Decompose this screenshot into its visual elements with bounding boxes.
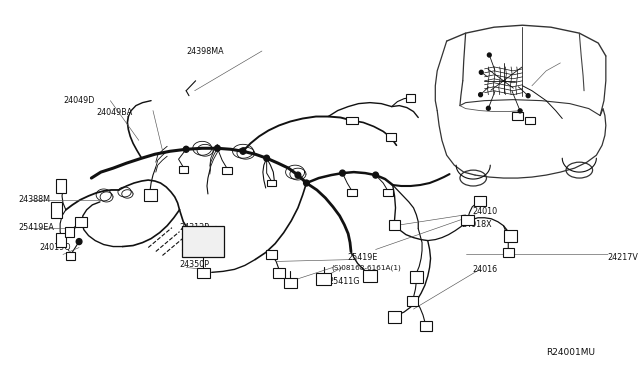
Bar	[383, 189, 393, 196]
Bar	[347, 189, 356, 196]
Bar	[410, 271, 423, 283]
Ellipse shape	[460, 170, 486, 186]
Circle shape	[340, 170, 346, 176]
Bar	[525, 117, 535, 124]
Text: 24019Q: 24019Q	[39, 243, 71, 252]
Bar	[316, 273, 331, 285]
Bar	[143, 189, 157, 201]
Circle shape	[518, 109, 522, 113]
Bar	[66, 253, 76, 260]
Bar	[267, 180, 276, 186]
Bar	[182, 226, 224, 257]
Bar	[284, 278, 297, 288]
Text: 24010: 24010	[472, 207, 497, 216]
Text: 24398MA: 24398MA	[186, 46, 224, 55]
Text: 24049D: 24049D	[63, 96, 94, 105]
Bar	[474, 196, 486, 206]
Text: R24001MU: R24001MU	[546, 348, 595, 357]
Bar	[179, 166, 188, 173]
Circle shape	[479, 70, 483, 74]
Bar	[389, 220, 400, 230]
Circle shape	[372, 172, 378, 178]
Circle shape	[295, 172, 301, 178]
Bar	[364, 270, 376, 282]
Bar	[196, 268, 210, 278]
Circle shape	[526, 94, 530, 98]
Text: 24388M: 24388M	[19, 195, 51, 204]
Bar	[51, 202, 62, 218]
Circle shape	[486, 106, 490, 110]
Circle shape	[488, 53, 492, 57]
Bar	[406, 94, 415, 102]
Text: 25411G: 25411G	[328, 277, 360, 286]
Text: 24217V: 24217V	[608, 253, 639, 262]
Bar	[76, 217, 86, 227]
Bar	[273, 268, 285, 278]
Bar	[56, 179, 66, 193]
Text: 24049BA: 24049BA	[96, 108, 132, 117]
Circle shape	[183, 146, 189, 152]
Circle shape	[303, 180, 309, 186]
Bar	[346, 116, 358, 125]
Bar	[512, 112, 524, 119]
Bar	[407, 296, 419, 306]
Text: 24350P: 24350P	[179, 260, 209, 269]
Bar	[388, 311, 401, 323]
Bar	[65, 227, 74, 237]
Bar	[266, 250, 277, 259]
Text: 24312P: 24312P	[179, 223, 209, 232]
Circle shape	[240, 148, 246, 154]
Bar	[461, 215, 474, 225]
Text: 25419E: 25419E	[347, 253, 378, 262]
Text: (S)08168-6161A(1): (S)08168-6161A(1)	[331, 264, 401, 271]
Bar	[504, 230, 516, 241]
Circle shape	[264, 155, 269, 161]
Bar	[502, 247, 514, 257]
Text: 24016: 24016	[472, 265, 497, 274]
Circle shape	[214, 145, 220, 151]
Bar	[386, 134, 396, 141]
Bar	[222, 167, 232, 174]
Bar	[420, 321, 431, 331]
Text: 25419EA: 25419EA	[19, 223, 54, 232]
Text: 24018X: 24018X	[461, 220, 492, 229]
Circle shape	[479, 93, 483, 97]
Bar	[56, 232, 66, 247]
Circle shape	[76, 238, 82, 244]
Ellipse shape	[566, 162, 593, 178]
